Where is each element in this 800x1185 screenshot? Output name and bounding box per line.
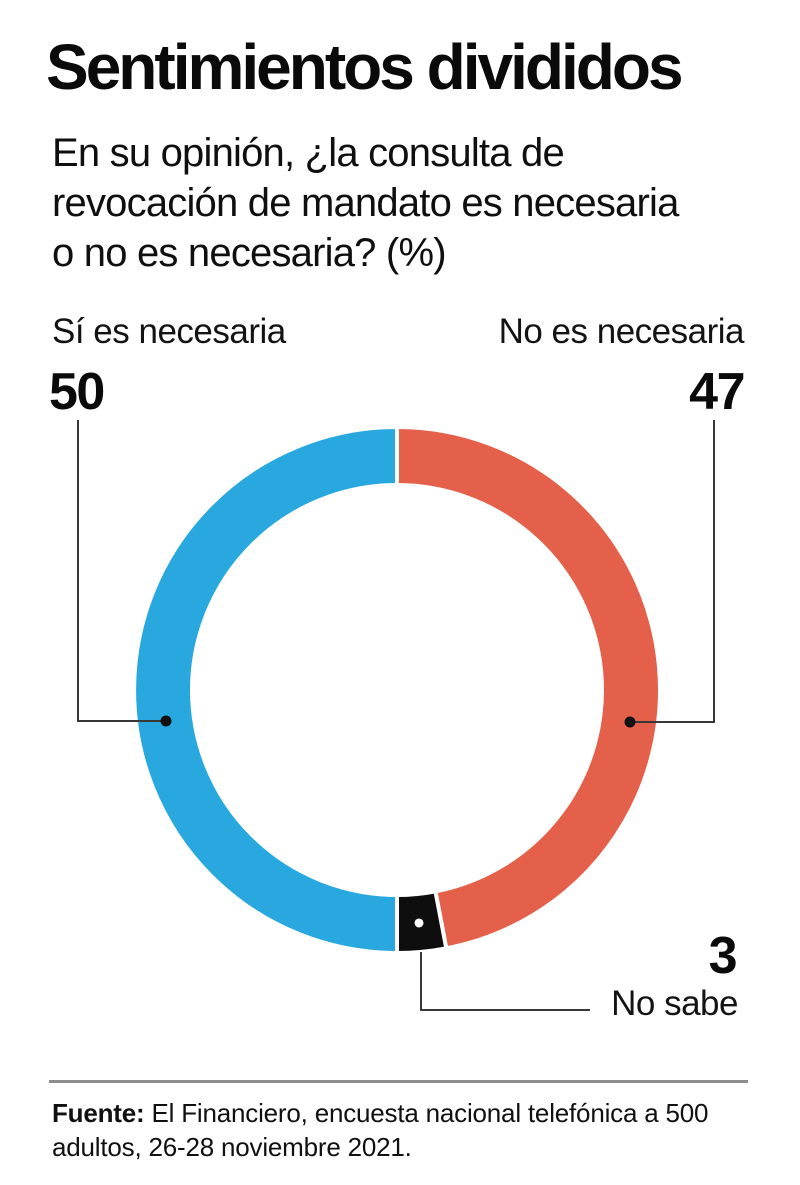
label-no-sabe: No sabe bbox=[611, 984, 738, 1023]
chart-question: En su opinión, ¿la consulta de revocació… bbox=[52, 128, 752, 278]
marker-dot-si bbox=[160, 715, 172, 727]
page-title: Sentimientos divididos bbox=[46, 31, 684, 103]
value-no-es-necesaria: 47 bbox=[689, 363, 745, 421]
donut-segment-si bbox=[132, 424, 399, 956]
nosabe-white-marker-dot bbox=[414, 918, 424, 928]
source-note-line-1: Fuente: El Financiero, encuesta nacional… bbox=[52, 1096, 762, 1130]
label-si-es-necesaria: Sí es necesaria bbox=[52, 312, 286, 351]
source-text: El Financiero, encuesta nacional telefón… bbox=[144, 1098, 709, 1128]
donut-segments bbox=[132, 424, 662, 956]
value-si-es-necesaria: 50 bbox=[49, 363, 105, 421]
source-note-line-2: adultos, 26-28 noviembre 2021. bbox=[52, 1132, 412, 1162]
donut-segment-no bbox=[395, 424, 662, 951]
chart-question-line-1: En su opinión, ¿la consulta de bbox=[52, 131, 565, 175]
leader-line-nosabe bbox=[420, 952, 590, 1011]
footer-divider bbox=[49, 1080, 748, 1083]
leader-line-no bbox=[632, 420, 715, 723]
marker-dot-no bbox=[624, 716, 636, 728]
chart-question-line-2: revocación de mandato es necesaria bbox=[52, 181, 679, 225]
leader-lines bbox=[77, 420, 715, 1011]
source-prefix: Fuente: bbox=[52, 1098, 145, 1128]
leader-line-si bbox=[77, 420, 164, 722]
label-no-es-necesaria: No es necesaria bbox=[498, 312, 745, 351]
chart-question-line-3: o no es necesaria? (%) bbox=[52, 231, 447, 275]
source-note: Fuente: El Financiero, encuesta nacional… bbox=[52, 1096, 762, 1164]
value-no-sabe: 3 bbox=[708, 927, 738, 985]
